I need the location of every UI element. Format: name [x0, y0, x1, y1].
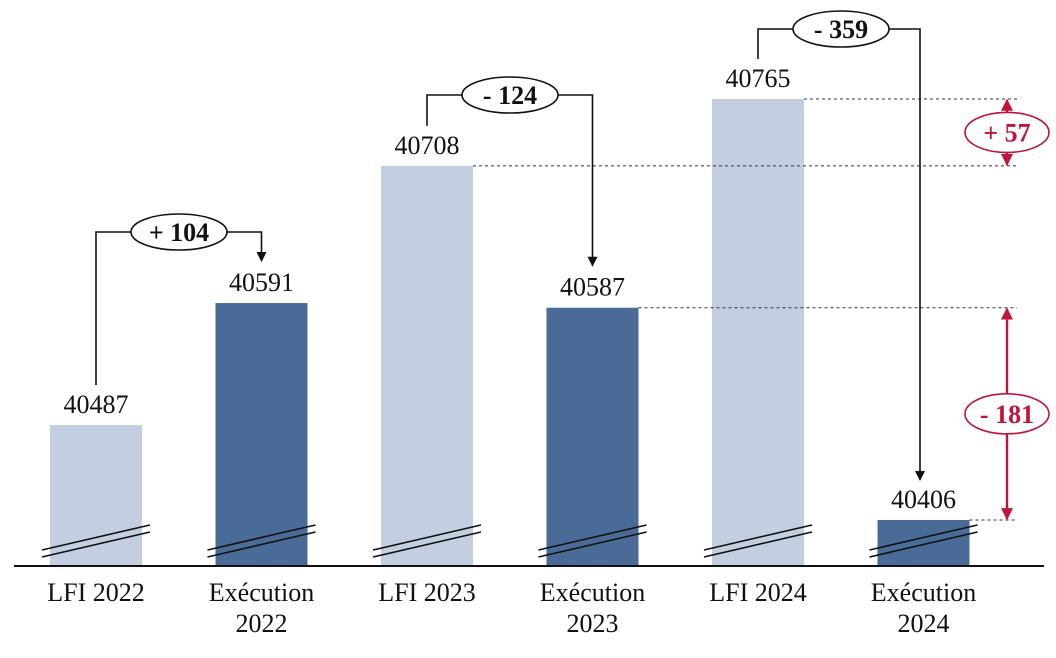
bar-1 — [215, 303, 308, 566]
comparison-label: - 181 — [980, 400, 1034, 429]
category-label-3: 2023 — [567, 609, 619, 638]
transition-label: + 104 — [149, 218, 209, 247]
axis-break-2 — [372, 524, 482, 558]
axis-break-3 — [538, 524, 647, 558]
axis-break-line — [538, 524, 647, 551]
axis-break-line — [538, 531, 647, 558]
category-label-2: LFI 2023 — [378, 578, 476, 607]
bar-5 — [877, 519, 970, 566]
axis-break-5 — [869, 524, 978, 558]
axis-break-line — [41, 531, 151, 558]
category-label-1: Exécution — [209, 578, 314, 607]
axis-break-line — [372, 531, 482, 558]
category-label-5: 2024 — [898, 609, 950, 638]
transition-0: + 104 — [95, 213, 267, 385]
axis-break-line — [869, 524, 978, 551]
category-label-4: LFI 2024 — [709, 578, 807, 607]
axis-break-line — [41, 524, 151, 551]
bar-2 — [381, 165, 473, 566]
transition-oval — [130, 213, 228, 251]
axis-break-1 — [207, 524, 316, 558]
transition-label: - 124 — [483, 81, 537, 110]
transition-oval — [792, 10, 890, 48]
axis-break-line — [703, 524, 813, 551]
value-label-2: 40708 — [395, 131, 460, 160]
axis-break-line — [207, 531, 316, 558]
transition-1: - 124 — [426, 76, 598, 267]
transition-2: - 359 — [757, 10, 925, 481]
comparison-label: + 57 — [983, 118, 1030, 147]
value-label-0: 40487 — [64, 390, 129, 419]
transition-label: - 359 — [814, 15, 868, 44]
bar-3 — [546, 307, 639, 566]
value-label-3: 40587 — [560, 273, 625, 302]
axis-break-line — [207, 524, 316, 551]
axis-break-line — [372, 524, 482, 551]
comparison-oval — [964, 393, 1050, 435]
bar-4 — [712, 99, 804, 566]
value-label-4: 40765 — [726, 64, 791, 93]
transition-oval — [461, 76, 559, 114]
axis-break-line — [869, 531, 978, 558]
category-label-3: Exécution — [540, 578, 645, 607]
value-label-1: 40591 — [229, 268, 294, 297]
axis-break-line — [703, 531, 813, 558]
axis-break-0 — [41, 524, 151, 558]
category-label-5: Exécution — [871, 578, 976, 607]
comparison-1: - 181 — [638, 307, 1050, 521]
axis-break-4 — [703, 524, 813, 558]
category-label-0: LFI 2022 — [47, 578, 145, 607]
comparison-0: + 57 — [473, 98, 1050, 167]
value-label-5: 40406 — [891, 485, 956, 514]
comparison-oval — [964, 111, 1050, 154]
bar-0 — [50, 425, 142, 566]
category-label-1: 2022 — [236, 609, 288, 638]
